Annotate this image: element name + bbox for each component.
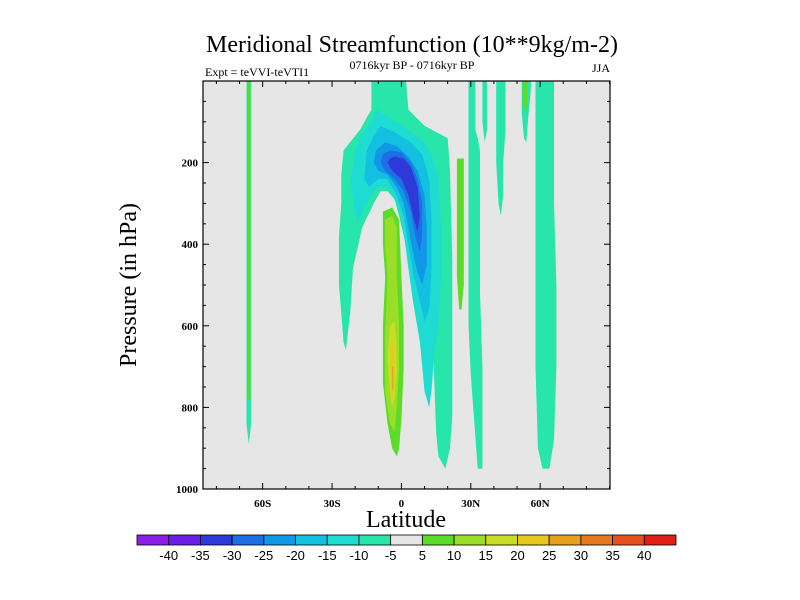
- colorbar-level-label: -40: [159, 548, 178, 563]
- x-tick-label: 0: [399, 498, 405, 510]
- contour-pos-15n: [456, 158, 464, 310]
- colorbar-swatch: [485, 534, 518, 546]
- colorbar-level-label: 10: [447, 548, 461, 563]
- colorbar-swatch: [200, 534, 233, 546]
- y-tick-label: 800: [182, 402, 199, 414]
- y-axis-title: Pressure (in hPa): [116, 203, 142, 367]
- colorbar-swatch: [358, 534, 392, 546]
- colorbar-swatch: [643, 534, 677, 546]
- colorbar: -40 -35 -30 -25 -20 -15 -10 -5 5 10 15 20 25 30 35 40: [136, 534, 677, 563]
- colorbar-swatch: [168, 534, 201, 546]
- experiment-label: Expt = teVVI-teVTI1: [205, 65, 309, 79]
- colorbar-swatch: [231, 534, 265, 546]
- colorbar-level-label: -35: [191, 548, 210, 563]
- colorbar-level-label: -25: [254, 548, 273, 563]
- x-tick-label: 30N: [461, 498, 480, 510]
- colorbar-swatch: [263, 534, 296, 546]
- colorbar-level-label: 5: [419, 548, 426, 563]
- y-tick-label: 600: [182, 321, 199, 333]
- x-tick-label: 60S: [254, 498, 271, 510]
- colorbar-level-label: -20: [286, 548, 305, 563]
- colorbar-swatch: [295, 534, 328, 546]
- colorbar-swatch: [517, 534, 550, 546]
- contour-neg-30: [387, 156, 420, 232]
- colorbar-level-label: 30: [574, 548, 588, 563]
- period-label: 0716kyr BP - 0716kyr BP: [350, 58, 475, 72]
- colorbar-swatch: [580, 534, 613, 546]
- contour-pos-main-30: [392, 366, 394, 392]
- y-tick-label: 200: [182, 158, 199, 170]
- colorbar-swatch: [453, 534, 487, 546]
- colorbar-swatch: [612, 534, 645, 546]
- contour-neg-right-1: [468, 81, 483, 469]
- colorbar-level-label: -30: [223, 548, 242, 563]
- contour-neg-right-5: [535, 81, 557, 469]
- colorbar-swatch: [136, 534, 170, 546]
- y-tick-label: 1000: [176, 484, 199, 496]
- colorbar-level-label: 40: [637, 548, 651, 563]
- contour-neg-right-3: [496, 81, 506, 216]
- colorbar-level-label: 25: [542, 548, 556, 563]
- colorbar-level-label: 35: [605, 548, 619, 563]
- colorbar-swatch: [326, 534, 360, 546]
- chart-title: Meridional Streamfunction (10**9kg/m-2): [206, 32, 618, 58]
- colorbar-swatch: [390, 534, 423, 546]
- x-tick-label: 60N: [531, 498, 550, 510]
- colorbar-level-label: -10: [350, 548, 369, 563]
- contour-pos-50n: [522, 81, 528, 114]
- colorbar-level-label: -15: [318, 548, 337, 563]
- y-tick-label: 400: [182, 239, 199, 251]
- contour-band-65s-core: [247, 81, 251, 400]
- colorbar-level-label: 20: [510, 548, 524, 563]
- colorbar-swatch: [548, 534, 582, 546]
- colorbar-swatch: [421, 534, 455, 546]
- contour-neg-right-2: [482, 81, 487, 143]
- colorbar-level-label: 15: [479, 548, 493, 563]
- x-axis-title: Latitude: [366, 507, 446, 533]
- colorbar-level-label: -5: [385, 548, 397, 563]
- season-label: JJA: [592, 61, 610, 75]
- x-tick-label: 30S: [323, 498, 340, 510]
